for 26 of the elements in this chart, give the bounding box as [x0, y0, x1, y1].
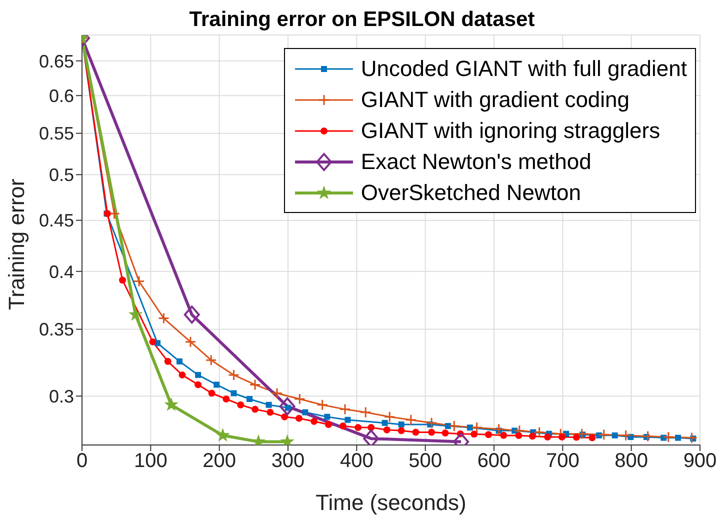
x-tick-label: 700 — [546, 450, 580, 472]
x-tick-label: 300 — [271, 450, 305, 472]
x-tick-label: 500 — [408, 450, 442, 472]
legend-label: Uncoded GIANT with full gradient — [360, 56, 687, 82]
y-tick-label: 0.5 — [48, 165, 74, 186]
y-tick-label: 0.65 — [38, 51, 74, 72]
x-axis-title: Time (seconds) — [316, 490, 466, 515]
y-tick-label: 0.4 — [48, 262, 74, 282]
y-tick-label: 0.35 — [38, 320, 74, 340]
x-tick-label: 900 — [683, 450, 717, 472]
legend-label: GIANT with ignoring stragglers — [360, 118, 660, 144]
y-tick-label: 0.55 — [38, 124, 74, 144]
y-tick-label: 0.6 — [48, 86, 74, 106]
x-tick-label: 0 — [76, 450, 88, 472]
x-tick-label: 100 — [134, 450, 168, 472]
x-tick-label: 800 — [614, 450, 648, 472]
y-axis-title: Training error — [4, 178, 29, 310]
y-tick-label: 0.3 — [48, 386, 74, 406]
x-tick-label: 200 — [202, 450, 236, 472]
legend-label: Exact Newton's method — [360, 148, 592, 174]
y-tick-label: 0.45 — [38, 210, 74, 231]
x-tick-label: 400 — [340, 450, 374, 472]
x-tick-label: 600 — [477, 450, 511, 472]
legend-label: GIANT with gradient coding — [360, 86, 630, 112]
chart-title: Training error on EPSILON dataset — [188, 8, 536, 32]
legend-label: OverSketched Newton — [360, 180, 582, 206]
